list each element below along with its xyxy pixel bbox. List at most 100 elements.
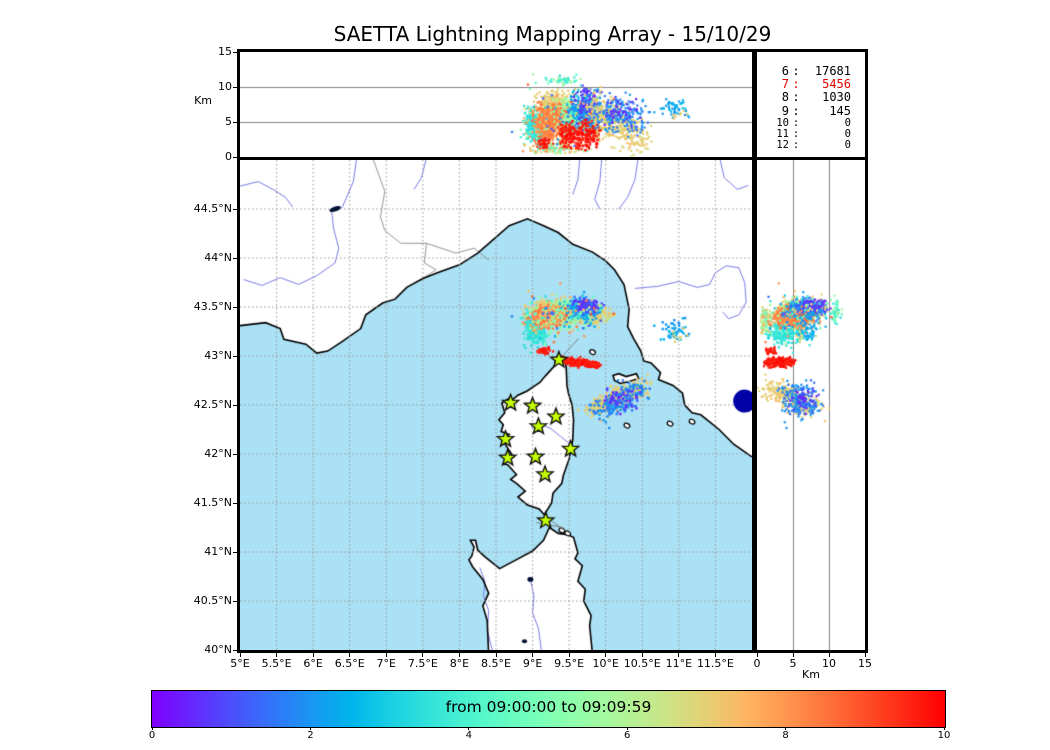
- top-panel-y-axis-label: Km: [194, 94, 212, 107]
- station-count-key: 12: [776, 139, 789, 152]
- map-xtick-mark: [532, 653, 534, 657]
- station-count-separator: :: [792, 90, 800, 105]
- map-xtick-label: 5°E: [230, 657, 250, 670]
- top-panel-ytick-label: 15: [218, 45, 232, 58]
- top-panel-ytick-label: 0: [225, 150, 232, 163]
- station-count-value: 0: [844, 128, 851, 141]
- right-panel-xtick-mark: [864, 653, 866, 657]
- map-ytick-mark: [233, 355, 237, 357]
- map-xtick-mark: [458, 653, 460, 657]
- colorbar-time-range-label: from 09:00:00 to 09:09:59: [445, 698, 652, 716]
- colorbar-gradient-canvas: [152, 691, 945, 727]
- map-xtick-label: 10.5°E: [623, 657, 661, 670]
- right-panel-xtick-mark: [756, 653, 758, 657]
- station-count-row: 10: 0: [757, 116, 859, 129]
- station-count-rows: 6:17681 7:5456 8:1030 9:145 10:0 11:0 12:0: [757, 52, 859, 157]
- map-xtick-label: 8.5°E: [481, 657, 511, 670]
- map-ytick-mark: [233, 257, 237, 259]
- station-count-separator: :: [792, 64, 800, 78]
- altitude-vs-longitude-panel: [237, 49, 755, 160]
- station-count-separator: :: [792, 128, 800, 141]
- top-panel-ytick-mark: [233, 156, 237, 158]
- right-panel-xtick-mark: [828, 653, 830, 657]
- station-count-row: 11: 0: [757, 128, 859, 141]
- colorbar-tick-label: 6: [624, 730, 631, 741]
- colorbar-tick-label: 10: [937, 730, 951, 741]
- top-panel-ytick-label: 10: [218, 80, 232, 93]
- colorbar-tick-mark: [468, 727, 470, 730]
- station-count-separator: :: [792, 139, 800, 152]
- colorbar-tick-label: 0: [148, 730, 156, 741]
- station-count-panel: [754, 49, 868, 160]
- map-ytick-label: 40°N: [204, 643, 232, 656]
- map-xtick-label: 7.5°E: [407, 657, 438, 670]
- map-panel: [237, 157, 755, 653]
- colorbar-tick-mark: [626, 727, 628, 730]
- map-ytick-label: 44.5°N: [193, 202, 232, 215]
- map-canvas: [240, 160, 752, 650]
- map-ytick-mark: [233, 551, 237, 553]
- map-xtick-label: 11°E: [665, 657, 693, 670]
- right-panel-x-axis-label: Km: [802, 668, 820, 681]
- right-panel-xtick-label: 5: [789, 657, 797, 670]
- station-count-row: 9: 145: [757, 103, 859, 118]
- station-count-row: 12: 0: [757, 140, 859, 151]
- colorbar-tick-label: 8: [782, 730, 789, 741]
- map-xtick-mark: [605, 653, 607, 657]
- station-count-value: 5456: [822, 77, 851, 92]
- time-colorbar: [151, 690, 946, 728]
- station-count-row: 8: 1030: [757, 91, 859, 104]
- station-count-value: 0: [844, 116, 851, 129]
- station-count-key: 6: [781, 64, 789, 78]
- map-xtick-mark: [422, 653, 424, 657]
- map-xtick-mark: [714, 653, 716, 657]
- map-xtick-mark: [239, 653, 241, 657]
- station-count-key: 8: [781, 90, 789, 105]
- station-count-separator: :: [792, 77, 800, 92]
- map-xtick-mark: [385, 653, 387, 657]
- map-ytick-label: 44°N: [204, 251, 232, 264]
- map-ytick-mark: [233, 208, 237, 210]
- station-count-row: 6:17681: [757, 64, 859, 78]
- map-ytick-label: 43°N: [204, 349, 232, 362]
- colorbar-tick-label: 2: [307, 730, 314, 741]
- map-ytick-mark: [233, 453, 237, 455]
- station-count-value: 145: [829, 103, 851, 118]
- top-panel-ytick-mark: [233, 86, 237, 88]
- altitude-longitude-canvas: [240, 52, 752, 157]
- station-count-value: 0: [844, 139, 851, 152]
- map-ytick-label: 43.5°N: [193, 300, 232, 313]
- station-count-key: 7: [781, 77, 789, 92]
- station-count-key: 10: [776, 116, 789, 129]
- right-panel-xtick-mark: [792, 653, 794, 657]
- right-panel-xtick-label: 15: [858, 657, 872, 670]
- colorbar-tick-label: 4: [465, 730, 472, 741]
- map-ytick-mark: [233, 306, 237, 308]
- map-ytick-label: 42°N: [204, 447, 232, 460]
- station-count-key: 11: [776, 128, 789, 141]
- map-ytick-mark: [233, 649, 237, 651]
- map-ytick-mark: [233, 404, 237, 406]
- colorbar-tick-mark: [151, 727, 153, 730]
- top-panel-ytick-mark: [233, 121, 237, 123]
- colorbar-tick-mark: [309, 727, 311, 730]
- map-ytick-label: 42.5°N: [193, 398, 232, 411]
- altitude-latitude-canvas: [757, 160, 865, 650]
- map-xtick-mark: [349, 653, 351, 657]
- map-ytick-label: 41°N: [204, 545, 232, 558]
- map-xtick-mark: [641, 653, 643, 657]
- station-count-separator: :: [792, 116, 800, 129]
- map-xtick-mark: [568, 653, 570, 657]
- map-xtick-label: 6°E: [303, 657, 323, 670]
- station-count-key: 9: [781, 103, 789, 118]
- top-panel-ytick-mark: [233, 51, 237, 53]
- station-count-value: 17681: [814, 64, 851, 78]
- map-xtick-label: 5.5°E: [261, 657, 292, 670]
- top-panel-ytick-label: 5: [225, 115, 232, 128]
- colorbar-tick-mark: [943, 727, 945, 730]
- map-xtick-label: 6.5°E: [334, 657, 365, 670]
- map-xtick-mark: [678, 653, 680, 657]
- map-ytick-label: 41.5°N: [193, 496, 232, 509]
- altitude-vs-latitude-panel: [754, 157, 868, 653]
